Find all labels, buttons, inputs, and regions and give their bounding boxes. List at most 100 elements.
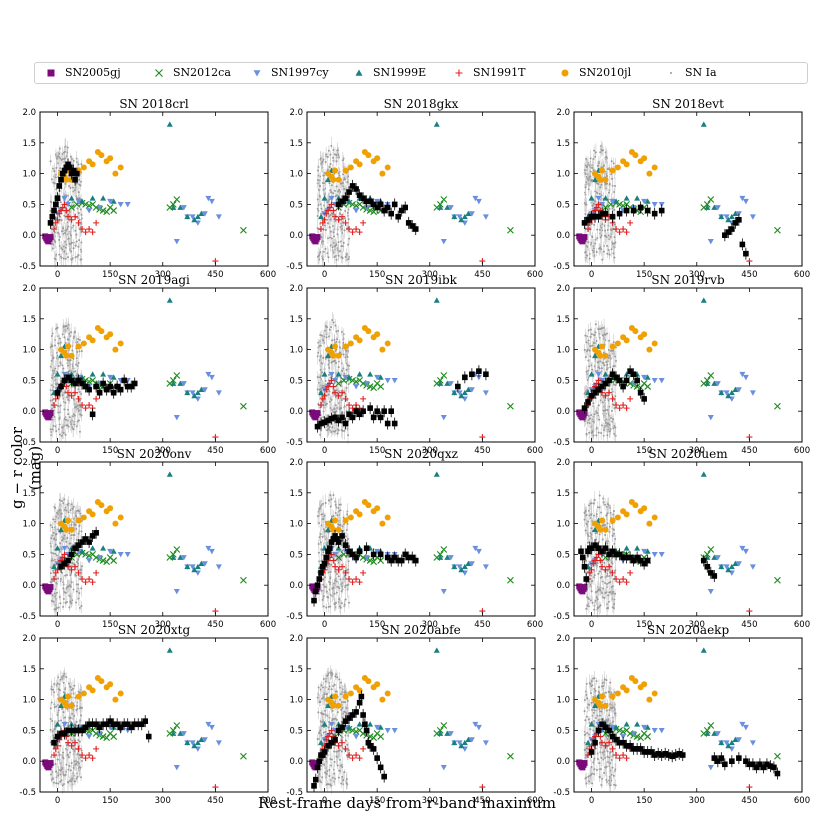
sn-ia-point <box>77 559 80 562</box>
sn-ia-point <box>67 338 70 341</box>
sn-ia-point <box>594 238 597 241</box>
sn-ia-point <box>608 339 611 342</box>
sn-ia-point <box>72 224 75 227</box>
sn-ia-point <box>78 350 81 353</box>
sn-ia-point <box>59 341 62 344</box>
sn-ia-point <box>68 563 71 566</box>
sn-ia-point <box>80 217 83 220</box>
point-sn1991t <box>335 392 342 399</box>
sn-ia-point <box>80 213 83 216</box>
x-tick-label: 0 <box>589 270 594 280</box>
point-sn1999e <box>325 352 332 359</box>
sn-ia-point <box>79 405 82 408</box>
y-tick-label: 0.5 <box>289 200 303 210</box>
target-point <box>363 198 370 205</box>
point-sn1999e <box>444 380 451 386</box>
point-sn1991t <box>318 226 325 233</box>
sn-ia-point <box>58 238 61 241</box>
point-sn1999e <box>198 386 205 393</box>
point-sn2010jl <box>632 328 639 335</box>
panel-sn-2020qxz: 0 150 300 450 600-0.50.00.51.01.52.0SN 2020q… <box>286 447 543 630</box>
point-sn1999e <box>465 210 472 217</box>
series-sn2010jl <box>325 149 391 183</box>
sn-ia-point <box>330 237 333 240</box>
sn-ia-point <box>53 170 56 173</box>
target-point <box>405 220 412 226</box>
sn-ia-point <box>335 154 338 157</box>
point-sn1997cy <box>332 378 339 384</box>
sn-ia-point <box>66 146 69 149</box>
point-sn2010jl <box>342 167 349 174</box>
sn-ia-point <box>599 151 602 154</box>
sn-ia-point <box>64 325 67 328</box>
point-sn2010jl <box>641 155 648 162</box>
sn-ia-point <box>598 192 601 195</box>
sn-ia-point <box>80 393 83 396</box>
target-point <box>637 204 644 211</box>
point-sn1999e <box>166 121 173 127</box>
sn-ia-point <box>602 396 605 399</box>
point-sn2012ca <box>103 558 111 566</box>
point-sn1997cy <box>482 390 489 396</box>
sn-ia-point <box>63 336 66 339</box>
sn-ia-point <box>68 416 71 419</box>
sn-ia-point <box>58 596 61 599</box>
point-sn2010jl <box>68 526 75 533</box>
sn-ia-point <box>67 511 70 514</box>
point-sn2010jl <box>365 328 372 335</box>
sn-ia-point <box>334 395 337 398</box>
y-tick-label: 0.0 <box>22 231 36 241</box>
target-point <box>374 408 380 414</box>
sn-ia-point <box>58 337 61 340</box>
series-sn2010jl <box>58 325 124 359</box>
point-sn1999e <box>644 374 651 380</box>
point-sn1997cy <box>107 374 114 381</box>
sn-ia-point <box>75 425 78 428</box>
sn-ia-point <box>331 224 334 227</box>
point-sn2010jl <box>335 352 342 359</box>
point-sn1999e <box>732 210 739 217</box>
point-sn2010jl <box>602 352 609 359</box>
sn-ia-point <box>332 192 335 195</box>
sn-ia-point <box>52 181 55 184</box>
x-tick-label: 150 <box>636 270 652 280</box>
sn-ia-point <box>50 551 53 554</box>
sn-ia-point <box>338 408 341 411</box>
point-sn1997cy <box>65 202 72 208</box>
sn-ia-point <box>329 230 332 233</box>
sn-ia-point <box>62 325 65 328</box>
point-sn1991t <box>86 576 93 583</box>
target-point <box>588 393 595 399</box>
sn-ia-point <box>593 413 596 416</box>
sn-ia-point <box>75 363 78 366</box>
x-tick-label: 150 <box>102 620 118 630</box>
sn-ia-point <box>62 537 65 540</box>
point-sn2010jl <box>63 176 70 183</box>
sn-ia-point <box>325 402 328 405</box>
x-tick-label: 600 <box>794 446 810 456</box>
sn-ia-point <box>54 382 57 385</box>
sn-ia-point <box>64 150 67 153</box>
y-tick-label: 0.0 <box>556 231 570 241</box>
sn-ia-point <box>70 523 73 526</box>
point-sn1991t <box>609 395 616 402</box>
sn-ia-point <box>319 387 322 390</box>
point-sn1999e <box>335 371 342 377</box>
target-points <box>581 365 647 415</box>
point-sn1991t <box>56 210 63 217</box>
point-sn1991t <box>319 395 326 402</box>
sn-ia-point <box>55 429 58 432</box>
point-sn1999e <box>110 374 117 380</box>
y-tick-label: 1.5 <box>289 315 303 325</box>
y-tick-label: 1.0 <box>22 170 36 180</box>
sn-ia-point <box>67 359 70 362</box>
sn-ia-point <box>343 187 346 190</box>
point-sn1991t <box>328 377 335 384</box>
sn-ia-point <box>614 359 617 362</box>
point-sn1997cy <box>714 205 721 211</box>
point-sn1997cy <box>739 371 746 378</box>
sn-ia-point <box>79 399 82 402</box>
target-point <box>117 386 124 393</box>
sn-ia-point <box>64 591 67 594</box>
point-sn2012ca <box>440 372 448 379</box>
